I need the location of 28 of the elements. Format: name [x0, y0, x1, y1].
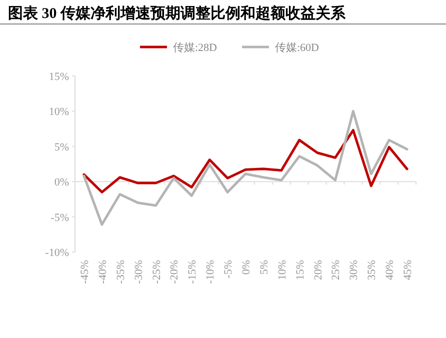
- x-tick-label: 20%: [312, 260, 324, 280]
- x-tick-label: -20%: [168, 260, 181, 284]
- x-tick-label: -40%: [96, 260, 109, 284]
- x-tick-label: -15%: [186, 260, 199, 284]
- y-tick-label: -5%: [50, 212, 69, 224]
- legend-label: 传媒:60D: [275, 42, 320, 54]
- x-tick-label: 5%: [258, 260, 270, 275]
- x-tick-label: -30%: [132, 260, 145, 284]
- x-tick-label: 10%: [276, 260, 288, 280]
- x-tick-label: 35%: [366, 260, 378, 280]
- x-tick-label: -5%: [222, 260, 235, 278]
- x-tick-label: -35%: [114, 260, 127, 284]
- title: 图表 30 传媒净利增速预期调整比例和超额收益关系: [8, 6, 346, 22]
- x-tick-label: -10%: [204, 260, 217, 284]
- y-tick-label: 15%: [48, 71, 69, 83]
- x-tick-label: 30%: [348, 260, 360, 280]
- x-tick-label: 25%: [330, 260, 342, 280]
- y-tick-label: 10%: [48, 106, 69, 118]
- x-tick-label: 15%: [294, 260, 306, 280]
- y-tick-label: 0%: [54, 176, 69, 189]
- x-tick-label: 0%: [240, 260, 252, 275]
- y-tick-label: 5%: [54, 141, 69, 154]
- legend-label: 传媒:28D: [173, 42, 218, 54]
- x-tick-label: 40%: [384, 260, 396, 280]
- x-tick-label: -25%: [150, 260, 163, 284]
- x-tick-label: -45%: [78, 260, 91, 284]
- x-tick-label: 45%: [402, 260, 414, 280]
- y-tick-label: -10%: [45, 247, 69, 259]
